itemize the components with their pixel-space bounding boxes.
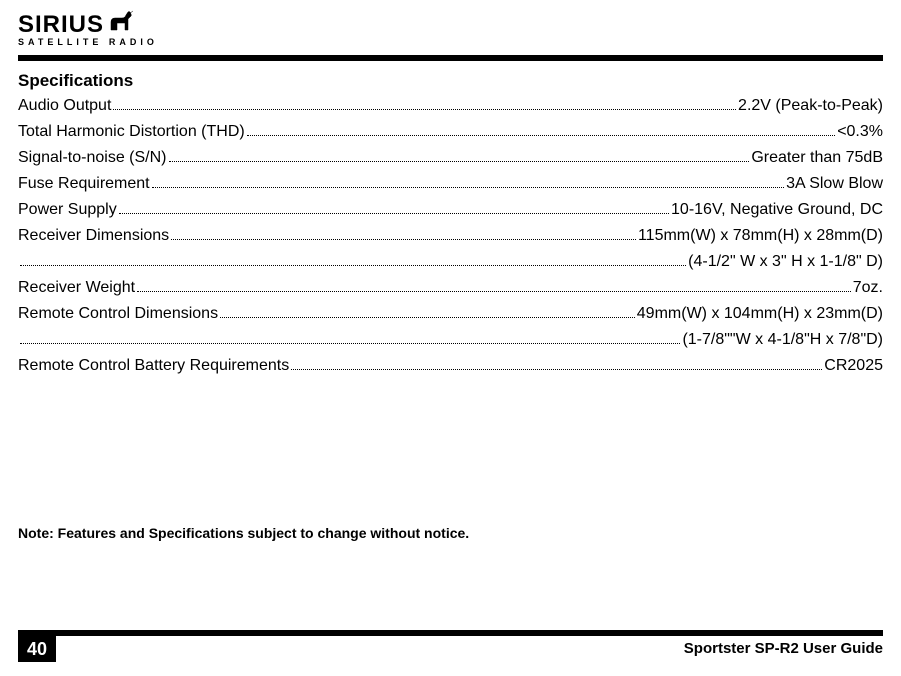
spec-label: Remote Control Battery Requirements xyxy=(18,357,289,375)
spec-label: Receiver Dimensions xyxy=(18,227,169,245)
spec-dots xyxy=(20,265,686,266)
spec-dots xyxy=(152,187,784,188)
spec-row: Total Harmonic Distortion (THD) <0.3% xyxy=(18,123,883,141)
spec-label: Power Supply xyxy=(18,201,117,219)
spec-row: Fuse Requirement 3A Slow Blow xyxy=(18,175,883,193)
spec-row: Audio Output 2.2V (Peak-to-Peak) xyxy=(18,97,883,115)
spec-value: <0.3% xyxy=(837,123,883,141)
dog-icon xyxy=(108,10,136,39)
spec-label: Remote Control Dimensions xyxy=(18,305,218,323)
spec-dots xyxy=(220,317,635,318)
spec-row: (4-1/2" W x 3" H x 1-1/8" D) xyxy=(18,253,883,271)
logo-sub-text: SATELLITE RADIO xyxy=(18,37,883,47)
spec-dots xyxy=(169,161,750,162)
spec-row: Receiver Weight 7oz. xyxy=(18,279,883,297)
specs-list: Audio Output 2.2V (Peak-to-Peak) Total H… xyxy=(18,97,883,375)
spec-value: 10-16V, Negative Ground, DC xyxy=(671,201,883,219)
spec-label: Total Harmonic Distortion (THD) xyxy=(18,123,245,141)
guide-title: Sportster SP-R2 User Guide xyxy=(56,636,883,662)
spec-value: CR2025 xyxy=(824,357,883,375)
spec-label: Fuse Requirement xyxy=(18,175,150,193)
spec-value: (1-7/8""W x 4-1/8"H x 7/8"D) xyxy=(682,331,883,349)
spec-value: 115mm(W) x 78mm(H) x 28mm(D) xyxy=(638,227,883,245)
spec-value: (4-1/2" W x 3" H x 1-1/8" D) xyxy=(688,253,883,271)
spec-dots xyxy=(171,239,636,240)
spec-value: 7oz. xyxy=(853,279,883,297)
spec-label: Audio Output xyxy=(18,97,111,115)
spec-row: Remote Control Dimensions 49mm(W) x 104m… xyxy=(18,305,883,323)
page-number: 40 xyxy=(18,636,56,662)
spec-row: Remote Control Battery Requirements CR20… xyxy=(18,357,883,375)
section-title: Specifications xyxy=(18,71,883,91)
spec-row: (1-7/8""W x 4-1/8"H x 7/8"D) xyxy=(18,331,883,349)
note-text: Note: Features and Specifications subjec… xyxy=(18,525,883,541)
spec-dots xyxy=(119,213,669,214)
spec-dots xyxy=(247,135,835,136)
spec-label: Receiver Weight xyxy=(18,279,135,297)
logo-main: SIRIUS xyxy=(18,10,136,39)
spec-value: 3A Slow Blow xyxy=(786,175,883,193)
logo: SIRIUS SATELLITE RADIO xyxy=(18,10,883,47)
logo-main-text: SIRIUS xyxy=(18,11,104,39)
spec-dots xyxy=(113,109,736,110)
spec-value: 2.2V (Peak-to-Peak) xyxy=(738,97,883,115)
spec-dots xyxy=(137,291,851,292)
spec-value: Greater than 75dB xyxy=(751,149,883,167)
spec-row: Signal-to-noise (S/N) Greater than 75dB xyxy=(18,149,883,167)
spec-dots xyxy=(20,343,680,344)
spec-value: 49mm(W) x 104mm(H) x 23mm(D) xyxy=(637,305,883,323)
spec-dots xyxy=(291,369,822,370)
spec-label: Signal-to-noise (S/N) xyxy=(18,149,167,167)
spec-row: Receiver Dimensions 115mm(W) x 78mm(H) x… xyxy=(18,227,883,245)
header-rule xyxy=(18,55,883,61)
spec-row: Power Supply 10-16V, Negative Ground, DC xyxy=(18,201,883,219)
footer: 40 Sportster SP-R2 User Guide xyxy=(18,630,883,662)
